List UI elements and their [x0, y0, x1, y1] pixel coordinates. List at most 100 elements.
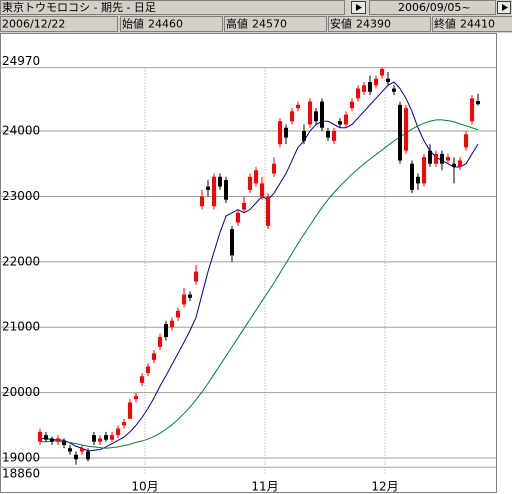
field-label: 安値	[330, 17, 352, 31]
candle-body	[236, 212, 240, 223]
ohlc-fields: 始値 24460 高値 24570 安値 24390 終値 24410	[120, 16, 512, 32]
field-box	[432, 16, 512, 32]
candle-body	[434, 153, 438, 164]
candle-body	[38, 431, 42, 442]
candle-body	[212, 176, 216, 207]
candle-body	[470, 98, 474, 122]
candle-body	[452, 163, 456, 168]
candle-body	[362, 85, 366, 92]
field-value: 24410	[460, 18, 495, 31]
candle-body	[422, 157, 426, 184]
candle-body	[206, 186, 210, 190]
candle-body	[416, 176, 420, 184]
candle-body	[56, 438, 60, 442]
period-box	[369, 0, 496, 15]
y-tick-label: 20000	[2, 385, 40, 399]
candle-body	[344, 114, 348, 125]
candle-body	[194, 271, 198, 282]
candle-body	[80, 448, 84, 452]
date: 2006/12/22	[2, 18, 65, 31]
chart-frame	[0, 33, 497, 493]
candle-body	[278, 121, 282, 145]
candle-body	[476, 100, 480, 105]
candle-body	[122, 422, 126, 426]
candle-body	[116, 428, 120, 436]
candle-body	[224, 180, 228, 200]
candle-body	[104, 435, 108, 440]
candle-body	[446, 157, 450, 161]
candle-body	[50, 438, 54, 442]
candle-body	[254, 170, 258, 184]
candle-body	[134, 395, 138, 400]
candle-body	[74, 454, 78, 460]
candle-body	[260, 183, 264, 197]
candle-body	[230, 229, 234, 256]
candle-body	[266, 196, 270, 226]
candle-body	[410, 163, 414, 190]
candle-body	[152, 353, 156, 360]
candle-body	[350, 101, 354, 109]
field-box	[224, 16, 327, 32]
candle-body	[248, 176, 252, 190]
plot: 18860 19000 20000 21000 22000 23000 24000 24970…	[0, 54, 496, 494]
field-label: 終値	[434, 17, 456, 31]
candle-body	[458, 160, 462, 168]
candle-body	[302, 131, 306, 141]
candle-body	[164, 323, 168, 338]
title: 東京トウモロコシ - 期先 - 日足	[2, 0, 156, 14]
candle-body	[68, 448, 72, 452]
candle-body	[368, 81, 372, 92]
next-icon	[502, 4, 508, 11]
candle-body	[314, 111, 318, 122]
candle-body	[158, 337, 162, 347]
candle-body	[44, 435, 48, 440]
candle-body	[272, 163, 276, 174]
candle-body	[428, 150, 432, 164]
y-tick-label: 24000	[2, 124, 40, 138]
candle-body	[188, 294, 192, 298]
field-box	[328, 16, 431, 32]
x-tick-label: 10月	[131, 480, 158, 494]
candle-body	[464, 134, 468, 148]
candle-body	[140, 376, 144, 383]
candle-body	[176, 310, 180, 318]
candle-body	[386, 78, 390, 82]
candle-body	[92, 435, 96, 442]
field-value: 24570	[252, 18, 287, 31]
candle-body	[170, 320, 174, 328]
candle-body	[98, 438, 102, 442]
date-box	[0, 16, 118, 32]
field-value: 24460	[148, 18, 183, 31]
calendar-icon	[356, 4, 362, 11]
candle-body	[218, 176, 222, 187]
candle-body	[284, 127, 288, 138]
candle-body	[338, 121, 342, 125]
candle-body	[86, 451, 90, 460]
candle-body	[182, 294, 186, 305]
candle-body	[332, 131, 336, 141]
y-tick-label: 23000	[2, 189, 40, 203]
candle-body	[110, 435, 114, 440]
field-label: 始値	[122, 17, 144, 31]
candle-body	[200, 196, 204, 207]
candle-body	[380, 68, 384, 76]
candle-body	[296, 104, 300, 109]
x-tick-label: 11月	[251, 480, 278, 494]
field-value: 24390	[356, 18, 391, 31]
candle-body	[326, 131, 330, 138]
x-tick-label: 12月	[371, 480, 398, 494]
candle-body	[356, 88, 360, 99]
y-tick-label: 22000	[2, 254, 40, 268]
title-box	[0, 0, 345, 15]
y-tick-label: 19000	[2, 451, 40, 465]
candle-body	[128, 402, 132, 419]
candle-body	[440, 153, 444, 164]
candle-body	[392, 88, 396, 92]
candle-body	[290, 111, 294, 122]
candle-body	[62, 441, 66, 445]
candle-body	[308, 101, 312, 125]
candle-body	[404, 108, 408, 151]
moving-average-line	[40, 81, 479, 452]
y-tick-label: 24970	[2, 54, 40, 68]
